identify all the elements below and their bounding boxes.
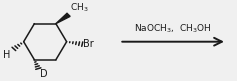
Text: D: D <box>40 69 48 79</box>
Text: Br: Br <box>83 39 94 49</box>
Text: H: H <box>3 50 10 60</box>
Text: CH$_3$: CH$_3$ <box>70 2 89 14</box>
Polygon shape <box>56 13 70 24</box>
Text: NaOCH$_3$,  CH$_3$OH: NaOCH$_3$, CH$_3$OH <box>134 23 212 35</box>
